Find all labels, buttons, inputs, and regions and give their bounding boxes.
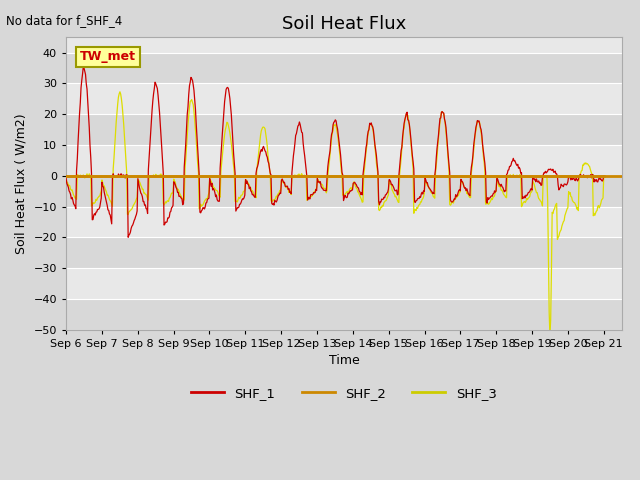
Bar [66, 206, 621, 238]
Bar [66, 268, 621, 299]
Text: No data for f_SHF_4: No data for f_SHF_4 [6, 14, 123, 27]
Bar [66, 114, 621, 145]
Text: TW_met: TW_met [80, 50, 136, 63]
X-axis label: Time: Time [328, 354, 359, 367]
Bar [66, 299, 621, 330]
Y-axis label: Soil Heat Flux ( W/m2): Soil Heat Flux ( W/m2) [15, 113, 28, 254]
Legend: SHF_1, SHF_2, SHF_3: SHF_1, SHF_2, SHF_3 [186, 382, 502, 405]
Bar [66, 84, 621, 114]
Bar [66, 145, 621, 176]
Bar [66, 53, 621, 84]
Title: Soil Heat Flux: Soil Heat Flux [282, 15, 406, 33]
Bar [66, 238, 621, 268]
Bar [66, 176, 621, 206]
